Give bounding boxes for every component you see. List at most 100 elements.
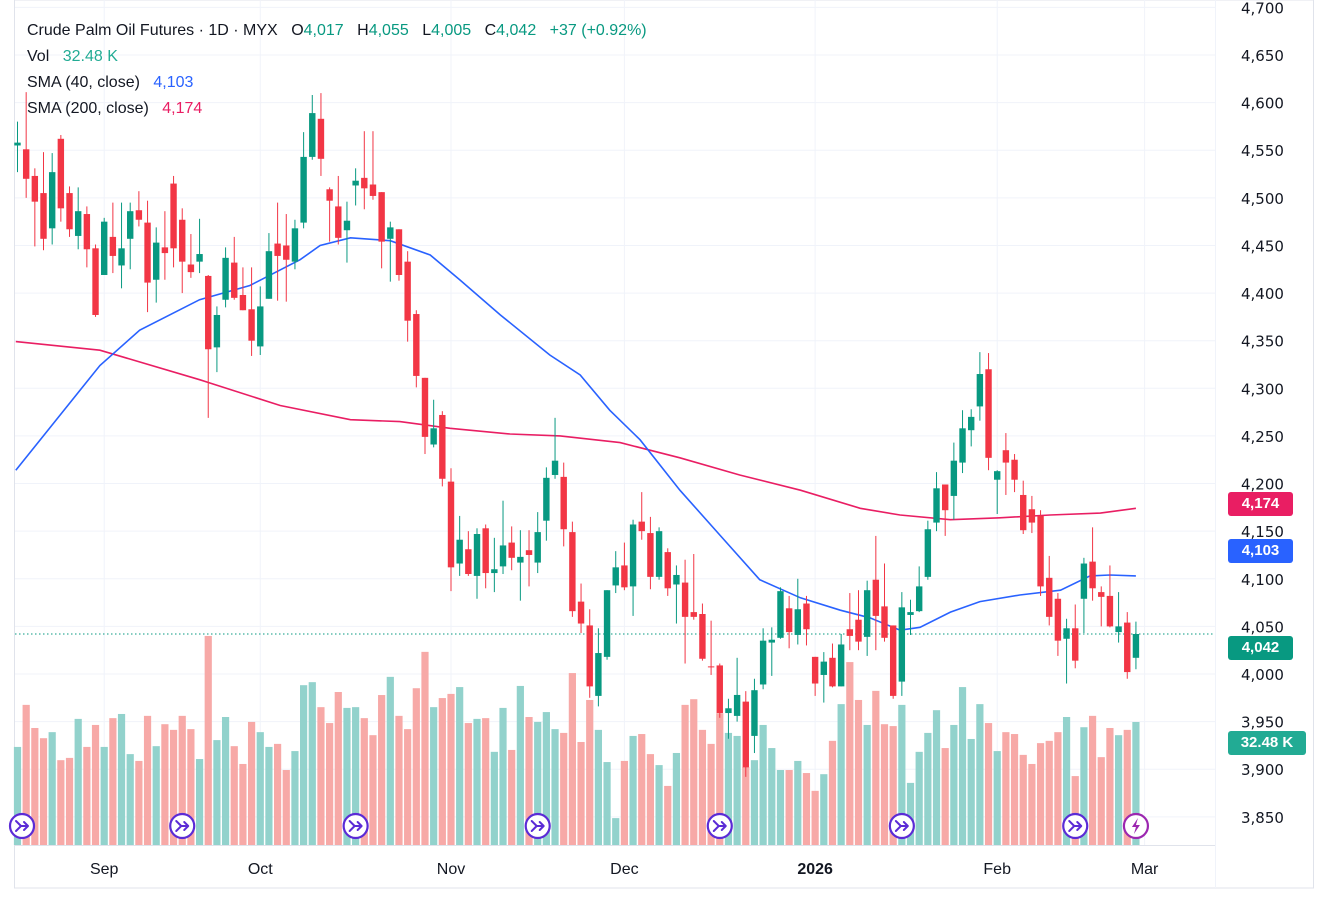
volume-bar [352, 707, 360, 845]
volume-bar [863, 724, 871, 845]
volume-bar [690, 699, 698, 845]
candle [664, 548, 671, 596]
candle-body [248, 309, 255, 341]
volume-bar [993, 751, 1001, 845]
volume-bar [508, 749, 516, 845]
volume-bar [230, 746, 238, 845]
candle [829, 643, 836, 688]
candle-body [352, 180, 359, 186]
candle-body [976, 374, 984, 407]
volume-bar [612, 818, 620, 845]
candle [135, 191, 143, 227]
price-tick-label: 4,700 [1241, 0, 1284, 17]
candle [673, 565, 680, 624]
candle-body [872, 579, 880, 616]
candle [205, 274, 212, 418]
price-tick-label: 4,050 [1241, 618, 1284, 636]
lightning-icon [1131, 818, 1140, 834]
event-markers[interactable] [8, 812, 1150, 840]
event-marker-rollover[interactable] [1062, 812, 1089, 840]
volume-bar [430, 707, 438, 845]
candle-body [569, 532, 576, 612]
volume-bar [1132, 721, 1140, 845]
volume-bar [525, 716, 533, 845]
volume-bar [698, 729, 707, 845]
volume-bar [195, 759, 204, 845]
candle [1011, 454, 1018, 493]
volume-bar [967, 738, 975, 845]
event-marker-rollover[interactable] [524, 812, 551, 840]
candle [361, 131, 368, 210]
candle [508, 526, 515, 571]
candle-body [179, 219, 186, 262]
candle-body [777, 591, 784, 638]
candle [14, 121, 21, 173]
candle [92, 244, 99, 317]
candle [387, 221, 394, 282]
candle [499, 500, 507, 575]
event-marker-rollover[interactable] [342, 812, 369, 840]
candle-body [1072, 628, 1079, 661]
candle [586, 609, 593, 698]
volume-bar [620, 760, 628, 845]
price-tick-label: 4,250 [1241, 428, 1284, 446]
candle [187, 234, 195, 278]
price-axis[interactable]: 4,700 4,650 4,600 4,550 4,500 4,450 4,400 4,350… [1241, 0, 1284, 827]
candle [699, 603, 706, 661]
volume-bar [308, 682, 316, 845]
sma40-line [15, 236, 1136, 632]
candle [1124, 612, 1131, 679]
candle [430, 399, 437, 448]
candle [283, 214, 290, 302]
volume-bar [300, 685, 308, 845]
candle [976, 352, 984, 421]
event-marker-rollover[interactable] [706, 812, 733, 840]
candle [274, 202, 281, 301]
volume-bar [369, 735, 377, 845]
candle [1002, 433, 1010, 495]
event-marker-rollover[interactable] [169, 812, 196, 840]
candle [421, 377, 429, 455]
volume-bar [490, 751, 498, 845]
candle-body [985, 369, 992, 458]
candle [482, 524, 489, 589]
volume-bar [282, 770, 290, 845]
event-marker-lightning[interactable] [1122, 812, 1150, 840]
candle-body [1037, 515, 1044, 587]
candle-body [1115, 626, 1122, 633]
candle [855, 590, 862, 651]
event-marker-rollover[interactable] [8, 812, 36, 840]
sma40-label: SMA (40, close) [27, 74, 140, 91]
legend-sma200-row[interactable]: SMA (200, close) 4,174 [27, 96, 647, 122]
volume-bar [586, 699, 594, 845]
volume-bar [742, 766, 750, 845]
time-axis[interactable]: Sep Oct Nov Dec 2026 Feb Mar [90, 861, 1159, 878]
candle [725, 698, 732, 739]
volume-bar [464, 723, 472, 845]
candle [655, 527, 663, 580]
event-marker-rollover[interactable] [888, 812, 915, 840]
volume-bar [828, 740, 837, 845]
price-tick-label: 4,600 [1241, 95, 1284, 113]
legend-symbol-row[interactable]: Crude Palm Oil Futures · 1D · MYX O4,017… [27, 18, 647, 44]
candle [170, 175, 177, 268]
candle-body [222, 257, 229, 300]
volume-value: 32.48 K [62, 48, 118, 65]
volume-bar [187, 729, 195, 845]
legend-volume-row[interactable]: Vol 32.48 K [27, 44, 647, 70]
volume-bar [126, 754, 134, 845]
candle-body [421, 377, 429, 437]
open-label: O [291, 22, 304, 39]
candle [968, 409, 975, 447]
legend-sma40-row[interactable]: SMA (40, close) 4,103 [27, 70, 647, 96]
volume-bar [169, 729, 178, 845]
volume-bar [482, 718, 490, 845]
volume-bar [48, 732, 56, 845]
volume-bar [378, 695, 386, 845]
candle-body [508, 542, 515, 558]
volume-bar [811, 790, 819, 845]
candle [525, 530, 533, 587]
candle-body [135, 210, 143, 220]
volume-bar [976, 704, 984, 845]
